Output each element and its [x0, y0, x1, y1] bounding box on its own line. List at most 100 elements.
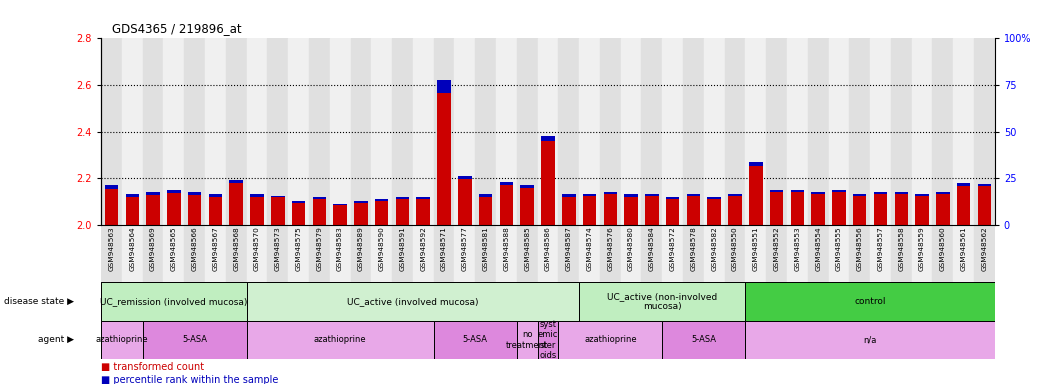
- Bar: [562, 194, 576, 225]
- Text: GSM948571: GSM948571: [442, 227, 447, 271]
- Bar: [333, 204, 347, 225]
- Bar: [728, 194, 742, 196]
- Text: ■ transformed count: ■ transformed count: [101, 362, 204, 372]
- Text: GSM948576: GSM948576: [608, 227, 613, 271]
- Text: GSM948573: GSM948573: [275, 227, 281, 271]
- Bar: [978, 184, 992, 225]
- Text: n/a: n/a: [864, 335, 877, 344]
- Bar: [267, 225, 288, 282]
- Bar: [725, 225, 746, 282]
- Bar: [205, 38, 226, 225]
- Text: agent ▶: agent ▶: [38, 335, 74, 344]
- Bar: [375, 199, 388, 225]
- Bar: [226, 38, 247, 225]
- Text: GSM948587: GSM948587: [566, 227, 571, 271]
- Bar: [459, 176, 471, 179]
- Text: 5-ASA: 5-ASA: [463, 335, 487, 344]
- Bar: [537, 225, 559, 282]
- Bar: [603, 192, 617, 194]
- Text: GSM948569: GSM948569: [150, 227, 156, 271]
- Bar: [396, 197, 410, 199]
- Text: no
treatment: no treatment: [506, 330, 548, 349]
- Text: GSM948592: GSM948592: [420, 227, 427, 271]
- Bar: [787, 38, 808, 225]
- Bar: [746, 282, 995, 321]
- Bar: [708, 197, 721, 225]
- Bar: [500, 182, 513, 185]
- Bar: [932, 225, 953, 282]
- Bar: [708, 197, 721, 199]
- Bar: [434, 38, 454, 225]
- Bar: [209, 194, 222, 197]
- Bar: [583, 194, 596, 196]
- Bar: [479, 194, 493, 225]
- Text: GSM948586: GSM948586: [545, 227, 551, 271]
- Bar: [666, 197, 680, 199]
- Bar: [603, 192, 617, 225]
- Bar: [559, 225, 579, 282]
- Bar: [101, 225, 122, 282]
- Bar: [953, 225, 974, 282]
- Text: GSM948563: GSM948563: [109, 227, 115, 271]
- Text: GSM948561: GSM948561: [961, 227, 967, 271]
- Text: azathioprine: azathioprine: [96, 335, 148, 344]
- Bar: [230, 180, 243, 183]
- Text: GSM948552: GSM948552: [774, 227, 780, 271]
- Bar: [164, 225, 184, 282]
- Text: GSM948560: GSM948560: [940, 227, 946, 271]
- Bar: [662, 38, 683, 225]
- Bar: [808, 38, 829, 225]
- Bar: [375, 199, 388, 201]
- Bar: [271, 195, 284, 225]
- Text: GSM948572: GSM948572: [669, 227, 676, 271]
- Text: GSM948580: GSM948580: [628, 227, 634, 271]
- Bar: [600, 225, 620, 282]
- Bar: [350, 38, 371, 225]
- Bar: [953, 38, 974, 225]
- Text: GSM948550: GSM948550: [732, 227, 738, 271]
- Bar: [936, 192, 950, 225]
- Text: GSM948554: GSM948554: [815, 227, 821, 271]
- Bar: [974, 225, 995, 282]
- Text: syst
emic
ster
oids: syst emic ster oids: [537, 320, 559, 360]
- Text: GSM948567: GSM948567: [213, 227, 218, 271]
- Bar: [247, 38, 267, 225]
- Bar: [912, 225, 932, 282]
- Bar: [126, 194, 139, 225]
- Text: GSM948556: GSM948556: [857, 227, 863, 271]
- Bar: [496, 225, 517, 282]
- Bar: [725, 38, 746, 225]
- Bar: [749, 162, 763, 225]
- Bar: [454, 38, 476, 225]
- Bar: [392, 38, 413, 225]
- Bar: [832, 190, 846, 192]
- Bar: [583, 194, 596, 225]
- Bar: [683, 38, 704, 225]
- Text: GSM948574: GSM948574: [586, 227, 593, 271]
- Bar: [625, 194, 637, 197]
- Text: GSM948570: GSM948570: [254, 227, 260, 271]
- Bar: [542, 136, 554, 141]
- Text: GSM948564: GSM948564: [129, 227, 135, 271]
- Bar: [891, 38, 912, 225]
- Bar: [579, 282, 746, 321]
- Text: GSM948566: GSM948566: [192, 227, 198, 271]
- Bar: [912, 38, 932, 225]
- Bar: [559, 321, 662, 359]
- Bar: [392, 225, 413, 282]
- Bar: [101, 321, 143, 359]
- Text: GSM948585: GSM948585: [525, 227, 530, 271]
- Bar: [167, 190, 181, 193]
- Bar: [791, 190, 804, 225]
- Bar: [267, 38, 288, 225]
- Bar: [479, 194, 493, 197]
- Bar: [704, 225, 725, 282]
- Bar: [766, 38, 787, 225]
- Bar: [184, 225, 205, 282]
- Bar: [371, 225, 392, 282]
- Text: GSM948553: GSM948553: [795, 227, 800, 271]
- Text: UC_active (non-involved
mucosa): UC_active (non-involved mucosa): [608, 292, 717, 311]
- Bar: [537, 321, 559, 359]
- Bar: [849, 225, 870, 282]
- Bar: [853, 194, 866, 196]
